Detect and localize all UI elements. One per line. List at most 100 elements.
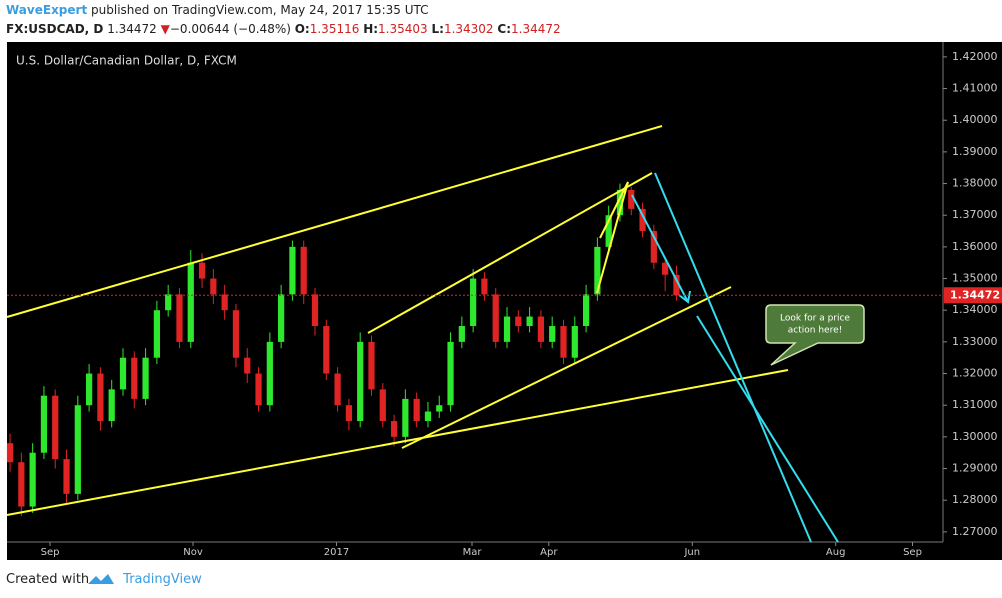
arrow	[631, 194, 689, 303]
trendline	[6, 125, 663, 318]
tv-logo	[88, 574, 114, 584]
y-tick-label: 1.37000	[952, 208, 998, 221]
candle-body	[6, 443, 14, 463]
symbol-line: FX:USDCAD, D 1.34472 ▼−0.00644 (−0.48%) …	[6, 22, 561, 36]
y-tick-label: 1.41000	[952, 82, 998, 95]
callout	[765, 304, 865, 366]
y-tick-label: 1.40000	[952, 113, 998, 126]
tradingview-link[interactable]: TradingView	[123, 572, 202, 587]
candle-body	[413, 398, 420, 422]
candle-body	[368, 341, 375, 390]
x-tick-label: Sep	[903, 547, 922, 558]
trendline	[367, 172, 653, 334]
x-tick-label: Mar	[463, 547, 483, 558]
footer: Created with TradingView	[6, 572, 202, 587]
candle-body	[289, 246, 296, 295]
channel-line	[654, 172, 812, 543]
author[interactable]: WaveExpert	[6, 3, 88, 17]
arrow-head	[678, 290, 691, 304]
trendline	[6, 369, 789, 516]
y-tick-label: 1.34000	[952, 303, 998, 316]
candle-body	[616, 189, 624, 216]
candle-body	[210, 278, 217, 295]
candle-body	[18, 462, 25, 507]
y-tick-label: 1.35000	[952, 272, 998, 285]
symbol: FX:USDCAD, D	[6, 22, 104, 36]
candle-body	[40, 395, 48, 453]
chart-title: U.S. Dollar/Canadian Dollar, D, FXCM	[16, 54, 237, 68]
candle-body	[311, 294, 319, 327]
header-line: WaveExpert published on TradingView.com,…	[6, 3, 429, 17]
candle-body	[662, 262, 669, 275]
candle-body	[221, 294, 228, 311]
candle-body	[515, 316, 522, 327]
y-tick-label: 1.42000	[952, 50, 998, 63]
wedge	[596, 181, 629, 294]
last-price-box	[944, 287, 1002, 304]
y-tick-label: 1.33000	[952, 335, 998, 348]
candle-body	[176, 294, 183, 342]
y-tick-label: 1.39000	[952, 145, 998, 158]
candle-body	[131, 357, 138, 399]
projection	[631, 172, 839, 543]
candle-body	[63, 459, 70, 494]
candle-body	[549, 326, 556, 342]
trendlines	[6, 125, 789, 516]
candle-body	[379, 389, 386, 422]
candle-body	[503, 316, 511, 342]
callout-text: Look for a price	[780, 314, 850, 324]
x-tick-label: Jun	[683, 547, 700, 558]
candle-body	[97, 373, 104, 422]
candle-body	[594, 246, 601, 295]
candle-body	[345, 405, 352, 422]
candle-body	[255, 373, 262, 406]
candle-body	[458, 326, 465, 342]
candle-body	[198, 262, 206, 279]
candle-body	[390, 421, 398, 437]
candle-body	[86, 373, 93, 406]
candle-body	[52, 395, 59, 460]
down-arrow: ▼	[160, 22, 170, 36]
y-tick-label: 1.27000	[952, 525, 998, 538]
candle-body	[300, 246, 307, 295]
candle-body	[142, 357, 149, 399]
candle-body	[266, 341, 273, 406]
callout-text: action here!	[788, 326, 842, 336]
candle-body	[537, 316, 545, 342]
candle-body	[323, 326, 330, 374]
logo-shape	[88, 574, 114, 584]
candle-body	[639, 208, 646, 232]
candle-body	[153, 310, 160, 358]
l-label: L:	[431, 22, 444, 36]
chart: Look for a price action here! U.S. Dolla…	[6, 42, 1002, 560]
channel-line	[696, 315, 839, 543]
x-tick-label: Aug	[826, 547, 846, 558]
candle-body	[650, 231, 657, 263]
open: 1.35116	[309, 22, 360, 36]
y-tick-label: 1.29000	[952, 462, 998, 475]
candle-body	[673, 274, 680, 296]
y-tick-label: 1.30000	[952, 430, 998, 443]
candle-body	[582, 294, 590, 327]
candle-body	[119, 357, 127, 390]
candle-body	[560, 326, 567, 358]
candle-body	[436, 405, 443, 412]
y-tick-label: 1.36000	[952, 240, 998, 253]
chart-background	[7, 42, 1002, 560]
candle-body	[244, 357, 251, 374]
x-tick-label: Apr	[540, 547, 558, 558]
candle-body	[278, 294, 285, 342]
candle-body	[334, 373, 341, 406]
candle-body	[74, 405, 81, 494]
candle-body	[571, 326, 578, 358]
candle-body	[108, 389, 115, 422]
change: −0.00644 (−0.48%)	[169, 22, 291, 36]
low: 1.34302	[443, 22, 494, 36]
high: 1.35403	[378, 22, 428, 36]
x-tick-label: 2017	[324, 547, 349, 558]
candle-body	[492, 294, 499, 342]
y-tick-label: 1.32000	[952, 367, 998, 380]
candle-body	[526, 316, 533, 327]
candle-body	[402, 398, 409, 437]
candle-body	[628, 189, 635, 209]
